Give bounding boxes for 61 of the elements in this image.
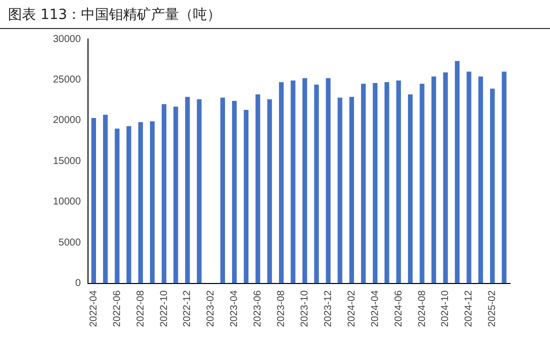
y-tick-label: 15000 (52, 156, 82, 167)
y-tick-label: 30000 (52, 34, 82, 45)
bar (314, 84, 319, 284)
bar (91, 118, 96, 284)
bar (490, 88, 495, 284)
bar (278, 82, 284, 284)
bar (162, 104, 166, 284)
x-tick-label: 2023-02 (206, 290, 217, 328)
x-tick-label: 2024-10 (440, 290, 452, 328)
x-tick-label: 2023-08 (276, 290, 288, 328)
bar (256, 94, 260, 284)
bar (150, 121, 155, 284)
bar (396, 80, 401, 284)
bar (196, 99, 202, 284)
chart-title: 图表 113：中国钼精矿产量（吨） (8, 6, 222, 24)
y-tick-label: 5000 (58, 237, 82, 248)
bar (372, 82, 378, 284)
bar (267, 99, 272, 284)
bar (302, 78, 308, 284)
bar (138, 122, 143, 284)
bar (103, 114, 108, 284)
y-tick-label: 10000 (52, 196, 82, 208)
x-tick-label: 2023-10 (300, 290, 311, 328)
bar (478, 76, 484, 284)
bar (232, 100, 237, 284)
bar (431, 76, 436, 284)
x-tick-label: 2022-04 (88, 290, 100, 328)
bar (220, 98, 226, 284)
bar (502, 72, 506, 284)
bar (420, 84, 424, 284)
y-tick-label: 0 (75, 278, 82, 290)
x-tick-label: 2024-02 (346, 290, 358, 328)
bar (454, 60, 460, 284)
bar (349, 96, 354, 284)
bar (126, 126, 132, 284)
x-tick-label: 2025-02 (487, 290, 498, 328)
bar (466, 72, 472, 284)
bar (338, 98, 342, 284)
bar (361, 84, 366, 284)
x-tick-label: 2023-04 (229, 290, 240, 328)
x-tick-label: 2022-10 (158, 290, 170, 328)
x-tick-label: 2023-12 (322, 290, 334, 328)
bar (185, 96, 190, 284)
bar (244, 110, 248, 284)
bar (443, 72, 448, 284)
bar (384, 82, 390, 284)
bar (326, 78, 331, 284)
x-tick-label: 2022-08 (135, 290, 146, 328)
x-tick-label: 2024-12 (464, 290, 475, 328)
bar (408, 94, 413, 284)
x-tick-label: 2022-06 (112, 290, 123, 328)
x-tick-label: 2022-12 (182, 290, 194, 328)
x-tick-label: 2023-06 (252, 290, 264, 328)
x-tick-label: 2024-08 (416, 290, 428, 328)
bar (114, 128, 120, 284)
y-tick-label: 20000 (52, 115, 82, 126)
bar (173, 106, 178, 284)
y-tick-label: 25000 (52, 74, 82, 86)
bar (290, 80, 296, 284)
x-tick-label: 2024-06 (393, 290, 404, 328)
x-tick-label: 2024-04 (370, 290, 381, 328)
